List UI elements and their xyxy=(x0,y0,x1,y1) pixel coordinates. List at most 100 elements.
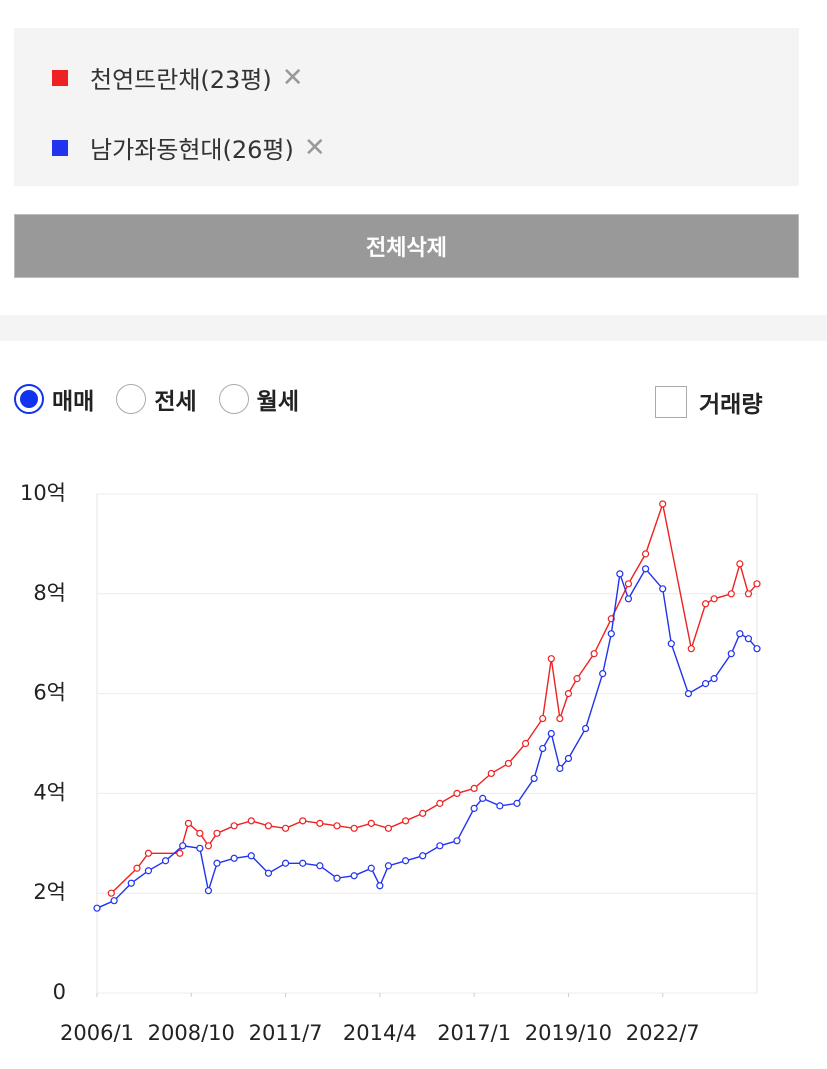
data-point xyxy=(556,714,564,723)
data-point xyxy=(701,680,710,688)
radio-button[interactable] xyxy=(116,384,147,414)
data-point xyxy=(264,822,273,830)
x-tick-label: 2014/4 xyxy=(343,1021,417,1045)
data-point xyxy=(687,645,695,653)
data-point xyxy=(616,570,624,578)
data-point xyxy=(753,580,761,588)
data-point xyxy=(539,714,547,723)
data-point xyxy=(736,630,744,638)
data-point xyxy=(127,879,135,887)
selection-panel: 천연뜨란채(23평) ✕ 남가좌동현대(26평) ✕ xyxy=(14,28,799,186)
data-point xyxy=(547,655,555,663)
data-point xyxy=(530,774,538,783)
volume-checkbox[interactable]: 거래량 xyxy=(655,385,762,419)
clear-button[interactable]: 전체삭제 xyxy=(14,214,799,278)
data-point xyxy=(144,849,153,857)
data-point xyxy=(401,857,410,865)
legend-label: 천연뜨란채(23평) xyxy=(90,66,272,94)
radio-button[interactable] xyxy=(218,384,249,414)
radio-label: 매매 xyxy=(52,389,95,415)
data-point xyxy=(496,802,504,810)
y-tick-label: 0 xyxy=(53,980,66,1004)
data-point xyxy=(487,769,495,778)
legend-swatch xyxy=(52,139,68,156)
data-point xyxy=(350,824,358,832)
data-point xyxy=(144,867,153,875)
data-point xyxy=(184,819,193,827)
radio-label: 월세 xyxy=(256,389,299,415)
data-point xyxy=(350,872,358,880)
data-point xyxy=(539,744,547,753)
x-tick-label: 2006/1 xyxy=(60,1021,134,1045)
data-point xyxy=(599,670,607,678)
radio-option[interactable]: 매매 xyxy=(14,382,94,416)
legend-swatch xyxy=(52,69,68,86)
data-point xyxy=(513,799,521,807)
data-point xyxy=(333,874,341,882)
radio-option[interactable]: 월세 xyxy=(218,382,299,416)
y-tick-label: 6억 xyxy=(33,681,66,705)
data-point xyxy=(247,852,255,860)
data-point xyxy=(701,600,710,608)
series-line xyxy=(96,567,758,909)
data-point xyxy=(107,889,115,897)
remove-button[interactable]: ✕ xyxy=(303,132,326,163)
data-point xyxy=(176,849,184,857)
separator xyxy=(0,315,827,341)
radio-option[interactable]: 전세 xyxy=(116,382,197,416)
data-point xyxy=(607,630,615,638)
data-point xyxy=(659,585,667,593)
data-point xyxy=(196,829,204,837)
x-tick-label: 2022/7 xyxy=(626,1021,700,1045)
x-tick-label: 2008/10 xyxy=(148,1021,235,1045)
x-tick-label: 2011/7 xyxy=(249,1021,323,1045)
data-point xyxy=(230,854,238,862)
y-tick-label: 10억 xyxy=(20,481,66,505)
radio-button[interactable] xyxy=(14,384,44,414)
data-point xyxy=(179,842,187,850)
data-point xyxy=(573,675,581,683)
data-point xyxy=(641,550,650,558)
data-point xyxy=(556,764,564,773)
data-point xyxy=(436,842,444,850)
data-point xyxy=(564,690,573,698)
data-point xyxy=(727,590,735,598)
legend-label: 남가좌동현대(26평) xyxy=(90,136,294,164)
y-tick-label: 4억 xyxy=(33,780,66,804)
data-point xyxy=(659,500,667,508)
data-point xyxy=(281,824,290,832)
data-point xyxy=(384,862,393,870)
data-point xyxy=(521,739,530,748)
data-point xyxy=(213,859,221,867)
remove-button[interactable]: ✕ xyxy=(281,62,304,93)
y-tick-label: 2억 xyxy=(33,880,66,904)
data-point xyxy=(624,595,633,603)
data-point xyxy=(299,817,307,825)
data-point xyxy=(710,675,718,683)
legend-item: 천연뜨란채(23평) ✕ xyxy=(52,60,304,95)
data-point xyxy=(736,560,744,568)
data-point xyxy=(110,897,118,905)
data-point xyxy=(161,857,170,865)
data-point xyxy=(470,784,478,793)
data-point xyxy=(204,887,213,895)
checkbox-label: 거래량 xyxy=(699,392,763,418)
data-point xyxy=(504,759,513,768)
data-point xyxy=(376,882,384,890)
checkbox[interactable] xyxy=(655,386,687,418)
data-point xyxy=(753,645,761,653)
plot-area xyxy=(96,493,758,994)
data-point xyxy=(547,729,555,738)
x-tick-label: 2017/1 xyxy=(437,1021,511,1045)
trade-type-group: 매매 전세 월세 xyxy=(14,382,321,416)
data-point xyxy=(641,565,650,573)
data-point xyxy=(133,864,141,872)
data-point xyxy=(624,580,633,588)
data-point xyxy=(316,862,324,870)
data-point xyxy=(419,809,427,817)
data-point xyxy=(367,864,375,872)
data-point xyxy=(247,817,255,825)
data-point xyxy=(684,690,693,698)
data-point xyxy=(281,859,290,867)
